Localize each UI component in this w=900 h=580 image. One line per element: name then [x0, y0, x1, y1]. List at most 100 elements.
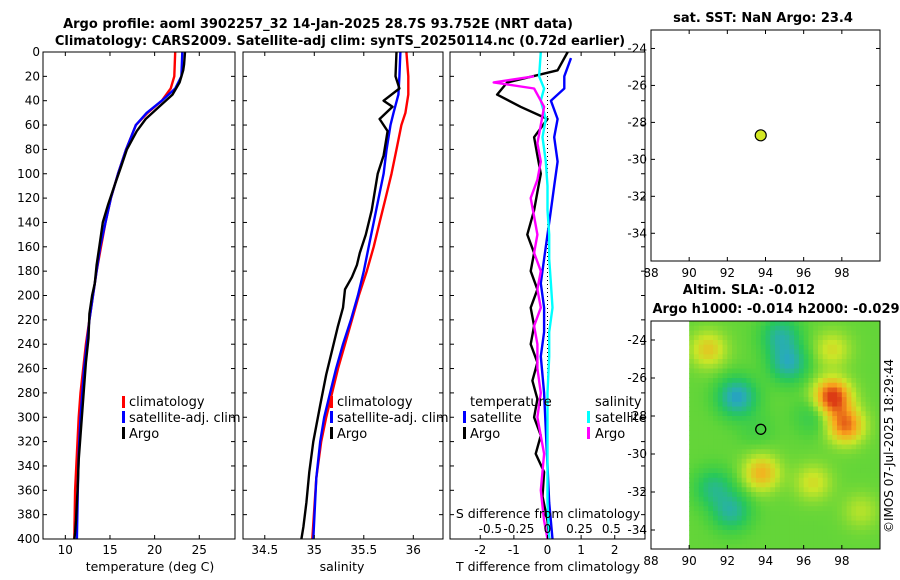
heatmap-cell	[736, 406, 743, 412]
difference-xlabel: T difference from climatology	[455, 559, 641, 574]
heatmap-cell	[875, 401, 880, 408]
heatmap-cell	[817, 487, 824, 493]
heatmap-cell	[822, 501, 829, 507]
heatmap-cell	[717, 454, 724, 460]
heatmap-cell	[727, 406, 733, 412]
heatmap-cell	[713, 411, 719, 417]
heatmap-cell	[803, 378, 810, 384]
heatmap-cell	[827, 458, 833, 465]
heatmap-cell	[698, 430, 705, 436]
heatmap-cell	[760, 406, 767, 412]
heatmap-cell	[856, 511, 862, 517]
heatmap-cell	[837, 321, 843, 327]
heatmap-cell	[751, 425, 757, 431]
heatmap-cell	[856, 439, 862, 446]
heatmap-cell	[784, 520, 790, 526]
heatmap-cell	[765, 454, 771, 460]
heatmap-cell	[765, 425, 771, 431]
heatmap-cell	[817, 392, 824, 398]
heatmap-cell	[827, 354, 833, 360]
heatmap-cell	[832, 392, 838, 398]
heatmap-cell	[841, 425, 848, 431]
heatmap-cell	[698, 473, 705, 479]
heatmap-cell	[717, 411, 724, 417]
heatmap-cell	[813, 487, 819, 493]
heatmap-cell	[794, 511, 800, 517]
heatmap-cell	[784, 373, 790, 379]
heatmap-cell	[703, 425, 709, 431]
heatmap-cell	[794, 344, 800, 351]
heatmap-cell	[689, 359, 695, 365]
heatmap-cell	[732, 496, 738, 503]
heatmap-cell	[803, 430, 810, 436]
heatmap-cell	[865, 444, 872, 450]
heatmap-cell	[770, 363, 776, 370]
heatmap-cell	[837, 344, 843, 351]
heatmap-cell	[846, 354, 852, 360]
heatmap-cell	[717, 344, 724, 351]
heatmap-cell	[837, 544, 843, 549]
heatmap-cell	[689, 425, 695, 431]
heatmap-cell	[841, 444, 848, 450]
heatmap-cell	[703, 411, 709, 417]
heatmap-cell	[808, 382, 814, 389]
heatmap-cell	[713, 473, 719, 479]
heatmap-cell	[760, 387, 767, 393]
heatmap-cell	[698, 534, 705, 541]
heatmap-cell	[708, 539, 714, 545]
heatmap-cell	[856, 378, 862, 384]
heatmap-cell	[765, 525, 771, 531]
heatmap-cell	[846, 544, 852, 549]
heatmap-cell	[779, 482, 786, 488]
heatmap-cell	[708, 416, 714, 422]
heatmap-cell	[689, 449, 695, 455]
heatmap-cell	[827, 344, 833, 351]
heatmap-cell	[808, 349, 814, 355]
heatmap-cell	[817, 354, 824, 360]
heatmap-cell	[837, 378, 843, 384]
heatmap-cell	[741, 325, 748, 332]
heatmap-cell	[741, 340, 748, 346]
heatmap-cell	[813, 468, 819, 474]
sst-map-panel: 88 90 92 94 96 98-24-26-28-30-32-34	[627, 29, 881, 280]
heatmap-cell	[746, 401, 752, 408]
y-tick-label: -30	[627, 447, 647, 461]
heatmap-cell	[760, 335, 767, 341]
heatmap-cell	[846, 406, 852, 412]
heatmap-cell	[760, 525, 767, 531]
heatmap-cell	[779, 501, 786, 507]
heatmap-cell	[832, 430, 838, 436]
heatmap-cell	[870, 530, 876, 536]
heatmap-cell	[732, 473, 738, 479]
heatmap-cell	[832, 449, 838, 455]
y-tick-label: 120	[17, 191, 40, 205]
heatmap-cell	[736, 501, 743, 507]
heatmap-cell	[775, 425, 781, 431]
heatmap-cell	[732, 359, 738, 365]
heatmap-cell	[827, 340, 833, 346]
heatmap-cell	[789, 525, 795, 531]
heatmap-cell	[851, 416, 857, 422]
heatmap-cell	[736, 397, 743, 403]
heatmap-cell	[827, 525, 833, 531]
heatmap-cell	[693, 473, 700, 479]
salinity-xlabel: salinity	[320, 559, 365, 574]
heatmap-cell	[851, 344, 857, 351]
heatmap-cell	[803, 458, 810, 465]
heatmap-cell	[784, 515, 790, 522]
heatmap-cell	[794, 492, 800, 498]
heatmap-cell	[841, 449, 848, 455]
heatmap-cell	[817, 378, 824, 384]
heatmap-cell	[779, 363, 786, 370]
heatmap-cell	[698, 411, 705, 417]
heatmap-cell	[765, 387, 771, 393]
heatmap-cell	[798, 506, 805, 512]
heatmap-cell	[722, 378, 728, 384]
heatmap-cell	[736, 534, 743, 541]
heatmap-cell	[751, 515, 757, 522]
heatmap-cell	[832, 468, 838, 474]
heatmap-cell	[870, 473, 876, 479]
x2-tick-label: -0.5	[479, 522, 502, 536]
heatmap-cell	[875, 482, 880, 488]
heatmap-cell	[732, 335, 738, 341]
